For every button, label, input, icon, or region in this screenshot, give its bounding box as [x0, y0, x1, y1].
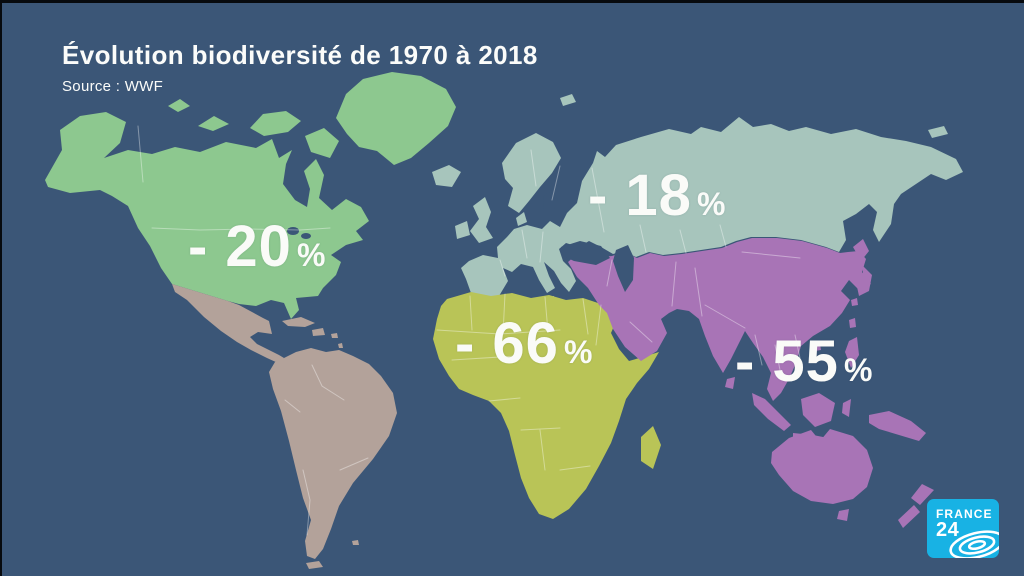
asia-value: - 55 [735, 329, 839, 394]
label-asia-pacific: - 55 % [735, 333, 872, 391]
region-africa [433, 292, 661, 519]
france24-brand-number: 24 [936, 519, 960, 541]
label-africa: - 66 % [455, 315, 592, 373]
letterbox-top-edge [0, 0, 1024, 3]
north-america-percent-sign: % [296, 237, 326, 273]
north-america-value: - 20 [188, 214, 292, 279]
source-credit: Source : WWF [62, 78, 164, 95]
france24-waves-icon [935, 523, 999, 558]
page-title: Évolution biodiversité de 1970 à 2018 [62, 40, 538, 70]
country-borders [137, 125, 801, 536]
europe-value: - 18 [588, 163, 692, 228]
region-europe-central-asia [432, 94, 963, 303]
region-asia-pacific [568, 238, 934, 528]
france24-logo: FRANCE 24 [927, 499, 999, 558]
france24-brand-text: FRANCE [936, 507, 993, 521]
asia-percent-sign: % [843, 352, 873, 388]
label-north-america: - 20 % [188, 218, 325, 276]
region-north-america [45, 72, 456, 319]
letterbox-left-edge [0, 0, 2, 576]
africa-value: - 66 [455, 311, 559, 376]
europe-percent-sign: % [696, 186, 726, 222]
region-latin-america [172, 284, 397, 569]
africa-percent-sign: % [563, 334, 593, 370]
header: Évolution biodiversité de 1970 à 2018 So… [62, 40, 538, 95]
label-europe-central-asia: - 18 % [588, 167, 725, 225]
inland-seas [287, 190, 634, 292]
